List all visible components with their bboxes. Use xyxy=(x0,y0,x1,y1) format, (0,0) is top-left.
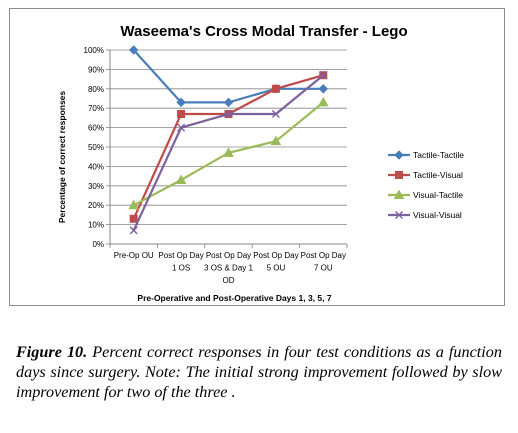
chart-frame: Waseema's Cross Modal Transfer - Lego 0%… xyxy=(9,8,505,306)
y-tick-labels: 0% 10% 20% 30% 40% 50% 60% 70% 80% 90% 100% xyxy=(84,46,104,249)
y-tick-label: 50% xyxy=(88,143,104,152)
data-point xyxy=(177,110,186,119)
caption-text: Percent correct responses in four test c… xyxy=(16,343,502,401)
legend: Tactile-Tactile Tactile-Visual Visual-Tact… xyxy=(388,150,464,220)
y-tick-label: 40% xyxy=(88,162,104,171)
x-tick-label: Post Op Day 5 OU xyxy=(253,251,298,273)
y-tick-label: 30% xyxy=(88,182,104,191)
chart-title: Waseema's Cross Modal Transfer - Lego xyxy=(120,23,407,40)
data-point xyxy=(270,135,282,146)
legend-marker xyxy=(395,211,403,219)
figure-label: Figure 10. xyxy=(16,343,88,361)
data-point xyxy=(271,84,280,93)
y-tick-label: 70% xyxy=(88,104,104,113)
legend-entry: Tactile-Tactile xyxy=(388,150,464,160)
y-tick-label: 80% xyxy=(88,85,104,94)
data-point xyxy=(319,71,328,80)
legend-entry: Visual-Visual xyxy=(388,210,462,220)
series-lines xyxy=(128,45,329,235)
x-tick-label: Post Op Day 1 OS xyxy=(158,251,203,273)
y-tick-label: 60% xyxy=(88,124,104,133)
data-point xyxy=(317,96,329,107)
legend-marker xyxy=(395,171,403,179)
data-point xyxy=(223,97,234,108)
data-point xyxy=(129,214,138,223)
data-point xyxy=(224,110,233,119)
data-point xyxy=(175,174,187,184)
legend-label: Tactile-Tactile xyxy=(413,150,464,160)
legend-entry: Tactile-Visual xyxy=(388,170,463,180)
data-point xyxy=(318,84,329,94)
line-chart: Waseema's Cross Modal Transfer - Lego 0%… xyxy=(57,23,464,303)
x-tick-label: Pre-Op OU xyxy=(114,251,154,260)
legend-entry: Visual-Tactile xyxy=(388,189,463,200)
series-line xyxy=(132,49,324,104)
series-visual-visual xyxy=(129,71,328,235)
y-tick-label: 20% xyxy=(88,201,104,210)
y-tick-label: 10% xyxy=(88,221,104,230)
axes xyxy=(106,49,348,248)
legend-label: Visual-Tactile xyxy=(413,190,463,200)
y-axis-label: Percentage of correct responses xyxy=(57,91,67,224)
legend-marker xyxy=(394,150,404,160)
y-tick-label: 0% xyxy=(92,240,104,249)
legend-label: Visual-Visual xyxy=(413,210,462,220)
data-point xyxy=(177,123,186,132)
legend-marker xyxy=(393,189,405,199)
data-point xyxy=(176,97,186,108)
data-point xyxy=(223,147,234,157)
x-tick-label: Post Op Day 7 OU xyxy=(301,251,346,273)
series-visual-tactile xyxy=(128,96,329,210)
y-tick-label: 100% xyxy=(84,46,104,55)
y-tick-label: 90% xyxy=(88,65,104,74)
data-point xyxy=(128,45,139,55)
data-point xyxy=(128,199,140,210)
x-tick-label: Post Op Day 3 OS & Day 1 OD xyxy=(204,251,253,285)
data-point xyxy=(271,110,280,119)
data-point xyxy=(129,226,138,235)
x-axis-label: Pre-Operative and Post-Operative Days 1,… xyxy=(137,293,331,303)
figure-caption: Figure 10. Percent correct responses in … xyxy=(16,342,502,402)
legend-label: Tactile-Visual xyxy=(413,170,463,180)
